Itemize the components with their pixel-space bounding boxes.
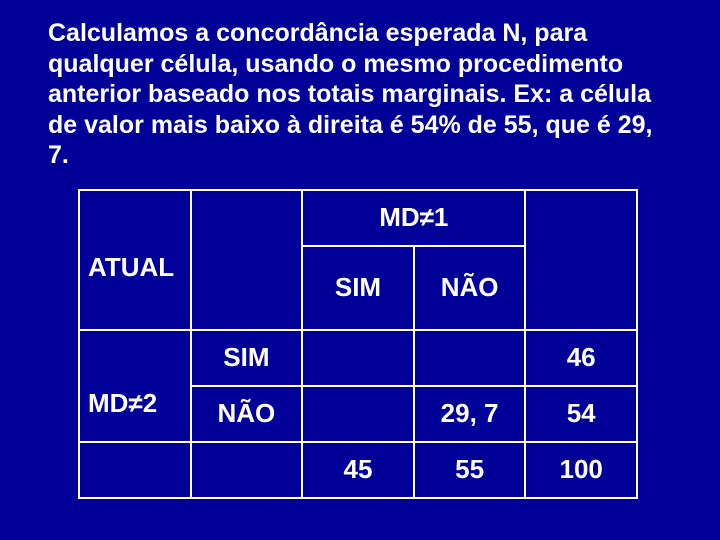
agreement-table: MD≠1 ATUAL SIM NÃO SIM 46 MD≠2 NÃO 29, 7… [78,189,638,499]
col-header-sim: SIM [302,246,414,330]
empty-cell [191,246,303,330]
atual-label: ATUAL [79,246,191,330]
grand-total: 100 [525,442,637,498]
md1-header: MD≠1 [302,190,525,246]
table-row: MD≠2 NÃO 29, 7 54 [79,386,637,442]
table-row: ATUAL SIM NÃO [79,246,637,330]
col-total-sim: 45 [302,442,414,498]
row-header-sim: SIM [191,330,303,386]
table-row: MD≠1 [79,190,637,246]
cell-sim-nao [414,330,526,386]
cell-nao-nao: 29, 7 [414,386,526,442]
empty-cell [191,190,303,246]
col-total-nao: 55 [414,442,526,498]
empty-cell [191,442,303,498]
empty-cell [79,442,191,498]
table-row: SIM 46 [79,330,637,386]
empty-cell [525,190,637,246]
empty-cell [525,246,637,330]
cell-nao-total: 54 [525,386,637,442]
cell-sim-total: 46 [525,330,637,386]
empty-cell [79,330,191,386]
slide: Calculamos a concordância esperada N, pa… [0,0,720,540]
empty-cell [79,190,191,246]
paragraph-text: Calculamos a concordância esperada N, pa… [48,18,680,171]
cell-sim-sim [302,330,414,386]
col-header-nao: NÃO [414,246,526,330]
cell-nao-sim [302,386,414,442]
md2-label: MD≠2 [79,386,191,442]
row-header-nao: NÃO [191,386,303,442]
table-row: 45 55 100 [79,442,637,498]
